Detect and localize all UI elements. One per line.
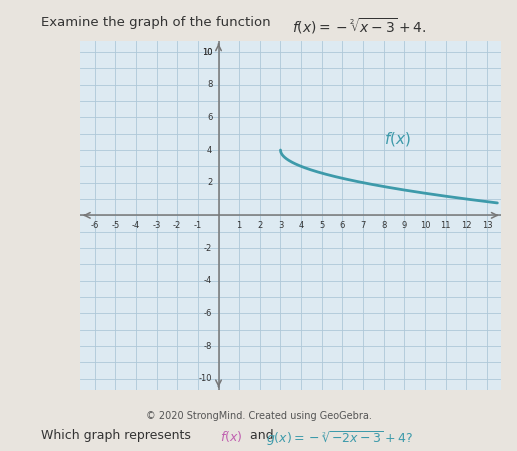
Text: and: and [246, 429, 277, 442]
Text: 2: 2 [207, 178, 212, 187]
Text: 8: 8 [381, 221, 386, 230]
Text: 10: 10 [420, 221, 430, 230]
Text: $g(x) = -\sqrt[2]{-2x-3} + 4?$: $g(x) = -\sqrt[2]{-2x-3} + 4?$ [266, 429, 413, 448]
Text: -2: -2 [204, 244, 212, 253]
Text: 8: 8 [207, 80, 212, 89]
Text: 6: 6 [207, 113, 212, 122]
Text: Which graph represents: Which graph represents [41, 429, 195, 442]
Text: -4: -4 [132, 221, 140, 230]
Text: $f(x)$: $f(x)$ [384, 130, 410, 148]
Text: $f(x) = -\sqrt[2]{x-3} + 4.$: $f(x) = -\sqrt[2]{x-3} + 4.$ [292, 16, 427, 36]
Text: 3: 3 [278, 221, 283, 230]
Text: © 2020 StrongMind. Created using GeoGebra.: © 2020 StrongMind. Created using GeoGebr… [146, 411, 371, 421]
Text: 5: 5 [319, 221, 325, 230]
Text: 4: 4 [207, 146, 212, 155]
Text: -5: -5 [111, 221, 119, 230]
Text: -10: -10 [199, 374, 212, 383]
Text: -8: -8 [204, 341, 212, 350]
Text: 11: 11 [440, 221, 451, 230]
Text: -6: -6 [90, 221, 99, 230]
Text: 6: 6 [340, 221, 345, 230]
Text: 2: 2 [257, 221, 263, 230]
Text: $f(x)$: $f(x)$ [220, 429, 242, 444]
Text: -2: -2 [173, 221, 181, 230]
Text: -6: -6 [204, 309, 212, 318]
Text: 1: 1 [237, 221, 242, 230]
Text: -4: -4 [204, 276, 212, 285]
Text: 9: 9 [402, 221, 407, 230]
Text: 4: 4 [298, 221, 304, 230]
Text: Examine the graph of the function: Examine the graph of the function [41, 16, 271, 29]
Text: 7: 7 [360, 221, 366, 230]
Text: 12: 12 [461, 221, 472, 230]
Text: -1: -1 [194, 221, 202, 230]
Text: -3: -3 [153, 221, 161, 230]
Text: 10: 10 [202, 47, 212, 56]
Text: 13: 13 [482, 221, 492, 230]
Text: 10: 10 [202, 47, 212, 56]
